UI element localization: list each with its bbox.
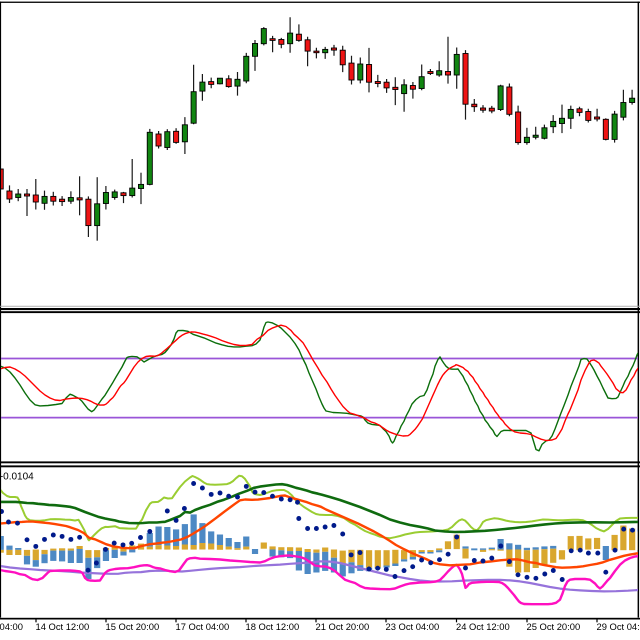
svg-text:18 Oct 12:00: 18 Oct 12:00 — [246, 621, 300, 632]
svg-text:14 Oct 12:00: 14 Oct 12:00 — [36, 621, 90, 632]
svg-text:04:00: 04:00 — [0, 621, 23, 632]
svg-text:24 Oct 12:00: 24 Oct 12:00 — [456, 621, 510, 632]
svg-text:25 Oct 20:00: 25 Oct 20:00 — [527, 621, 581, 632]
svg-text:15 Oct 20:00: 15 Oct 20:00 — [106, 621, 160, 632]
svg-text:17 Oct 04:00: 17 Oct 04:00 — [176, 621, 230, 632]
svg-text:29 Oct 04:00: 29 Oct 04:00 — [597, 621, 640, 632]
svg-text:21 Oct 20:00: 21 Oct 20:00 — [316, 621, 370, 632]
svg-text:-0.0104: -0.0104 — [0, 472, 34, 483]
svg-text:23 Oct 04:00: 23 Oct 04:00 — [386, 621, 440, 632]
